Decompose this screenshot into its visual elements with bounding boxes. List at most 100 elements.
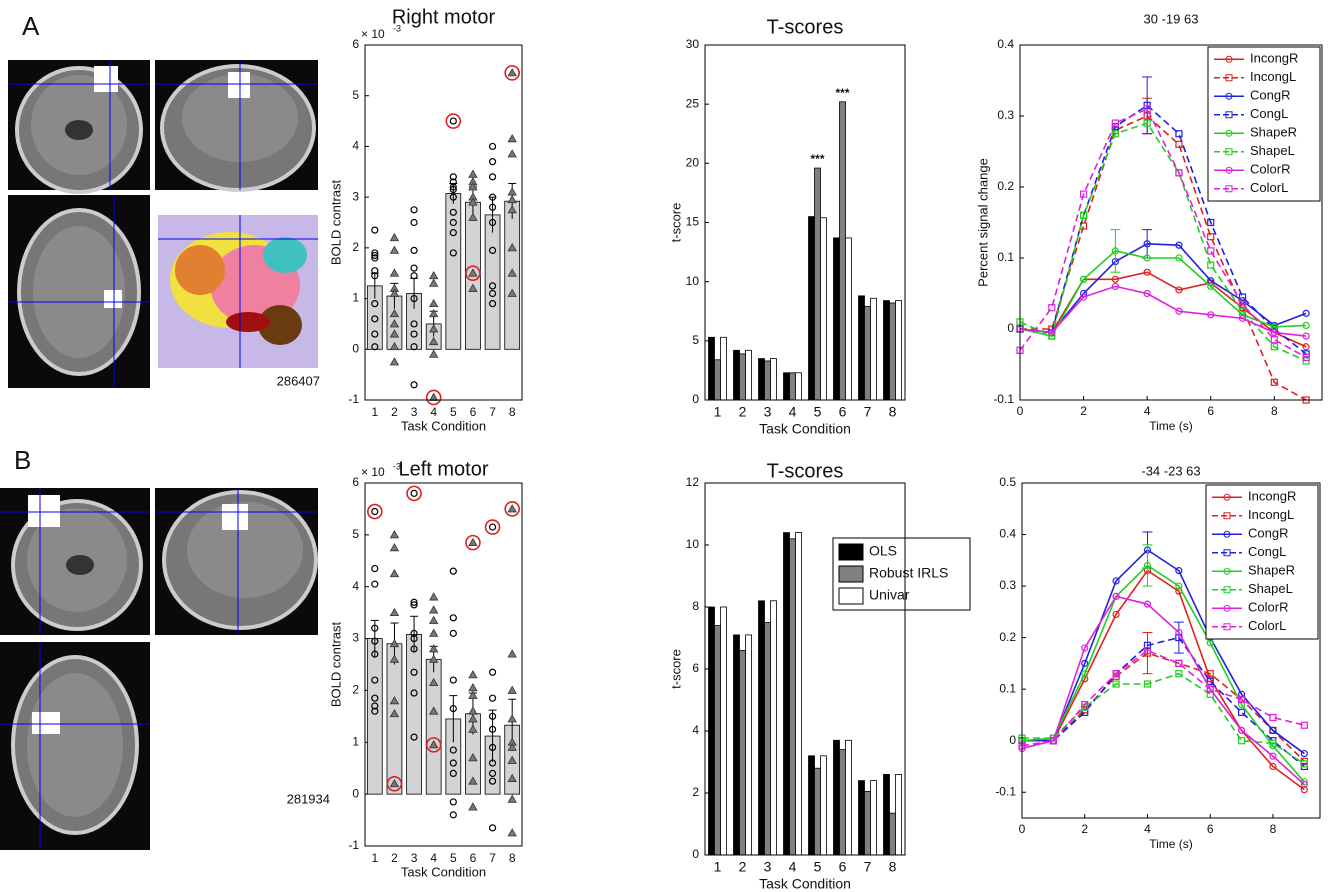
bar xyxy=(845,237,852,401)
x-tick-label: 7 xyxy=(489,405,496,419)
y-tick-label: 0 xyxy=(352,341,359,355)
data-point xyxy=(468,670,478,679)
data-point xyxy=(488,712,497,720)
x-tick-label: 5 xyxy=(814,859,822,875)
bar xyxy=(858,780,865,856)
data-point xyxy=(1081,701,1089,709)
annotation: *** xyxy=(810,152,824,166)
bar xyxy=(895,300,902,401)
data-point xyxy=(389,543,400,552)
data-point xyxy=(468,776,478,785)
x-axis-label: Task Condition xyxy=(401,418,486,433)
outlier-ring xyxy=(504,65,520,81)
data-point xyxy=(488,193,497,201)
data-point xyxy=(468,706,478,715)
data-point xyxy=(1300,780,1308,789)
data-point xyxy=(1238,314,1247,322)
data-point xyxy=(389,607,400,617)
data-point xyxy=(1269,726,1277,734)
y-tick-label: 2 xyxy=(692,785,699,799)
legend-marker xyxy=(1223,512,1231,520)
data-point xyxy=(428,270,439,280)
data-point xyxy=(1111,275,1119,283)
y-tick-label: 0.1 xyxy=(999,681,1016,695)
bar xyxy=(714,625,721,856)
x-axis-label: Task Condition xyxy=(759,421,851,437)
data-point xyxy=(468,683,478,692)
x-axis-label: Time (s) xyxy=(1149,419,1193,433)
bar xyxy=(745,634,752,856)
y-axis-label: t-score xyxy=(668,203,683,243)
data-point xyxy=(371,343,379,351)
y-multiplier: × 10 xyxy=(361,465,385,479)
x-tick-label: 2 xyxy=(1080,404,1087,418)
data-point xyxy=(468,212,478,221)
data-point xyxy=(371,694,379,702)
legend-label: CongL xyxy=(1250,106,1288,121)
data-point xyxy=(1143,680,1152,688)
data-point xyxy=(1207,311,1215,319)
bar xyxy=(758,600,765,856)
legend-marker xyxy=(1223,493,1231,501)
data-point xyxy=(428,628,439,637)
legend-marker xyxy=(1225,148,1233,156)
data-point xyxy=(371,676,379,684)
legend-label: IncongR xyxy=(1250,51,1298,66)
data-point xyxy=(389,341,400,351)
data-point xyxy=(1048,328,1056,337)
data-point xyxy=(1269,739,1277,747)
data-point xyxy=(1175,659,1183,667)
legend-marker xyxy=(1223,549,1231,557)
y-tick-label: 4 xyxy=(352,579,359,593)
data-point xyxy=(371,272,379,280)
bar xyxy=(795,372,802,401)
data-point xyxy=(1081,644,1089,652)
data-point xyxy=(488,824,497,832)
data-point xyxy=(1237,708,1246,716)
legend-label: CongR xyxy=(1250,88,1290,103)
data-point xyxy=(507,205,517,214)
data-point xyxy=(507,187,517,196)
data-point xyxy=(1269,762,1277,771)
y-multiplier: × 10 xyxy=(361,27,385,41)
data-point xyxy=(410,330,418,338)
plot-frame xyxy=(364,482,523,847)
data-point xyxy=(1112,680,1120,688)
data-point xyxy=(1206,677,1214,686)
legend-label: ColorL xyxy=(1248,618,1286,633)
data-point xyxy=(389,695,400,705)
x-tick-label: 2 xyxy=(391,851,398,865)
data-point xyxy=(507,794,517,803)
chart-title: T-scores xyxy=(767,460,844,482)
chart-title: 30 -19 63 xyxy=(1144,11,1199,26)
legend-label: OLS xyxy=(869,543,897,559)
y-multiplier-exponent: -3 xyxy=(393,461,401,471)
data-point xyxy=(389,288,400,297)
data-point xyxy=(449,811,457,819)
y-tick-label: 0.3 xyxy=(997,108,1014,122)
bar xyxy=(883,300,890,401)
data-point xyxy=(507,268,517,277)
data-point xyxy=(389,638,400,648)
data-point xyxy=(449,567,457,575)
legend-marker xyxy=(1225,55,1233,63)
x-tick-label: 2 xyxy=(739,859,747,875)
y-tick-label: -1 xyxy=(348,838,359,852)
chart-title: -34 -23 63 xyxy=(1141,463,1200,478)
legend-label: ColorR xyxy=(1248,600,1288,615)
data-point xyxy=(507,68,517,77)
bar xyxy=(895,774,902,856)
legend-marker xyxy=(1225,74,1233,82)
error-bar xyxy=(1110,229,1121,273)
y-tick-label: 4 xyxy=(692,723,699,737)
data-point xyxy=(488,300,497,308)
brain-images-b xyxy=(0,488,318,850)
bar xyxy=(789,372,796,401)
data-point xyxy=(410,668,418,676)
plot-frame xyxy=(364,44,523,401)
data-point xyxy=(1079,275,1088,283)
outlier-ring xyxy=(445,113,462,129)
data-point xyxy=(468,268,478,277)
x-tick-label: 3 xyxy=(411,851,418,865)
